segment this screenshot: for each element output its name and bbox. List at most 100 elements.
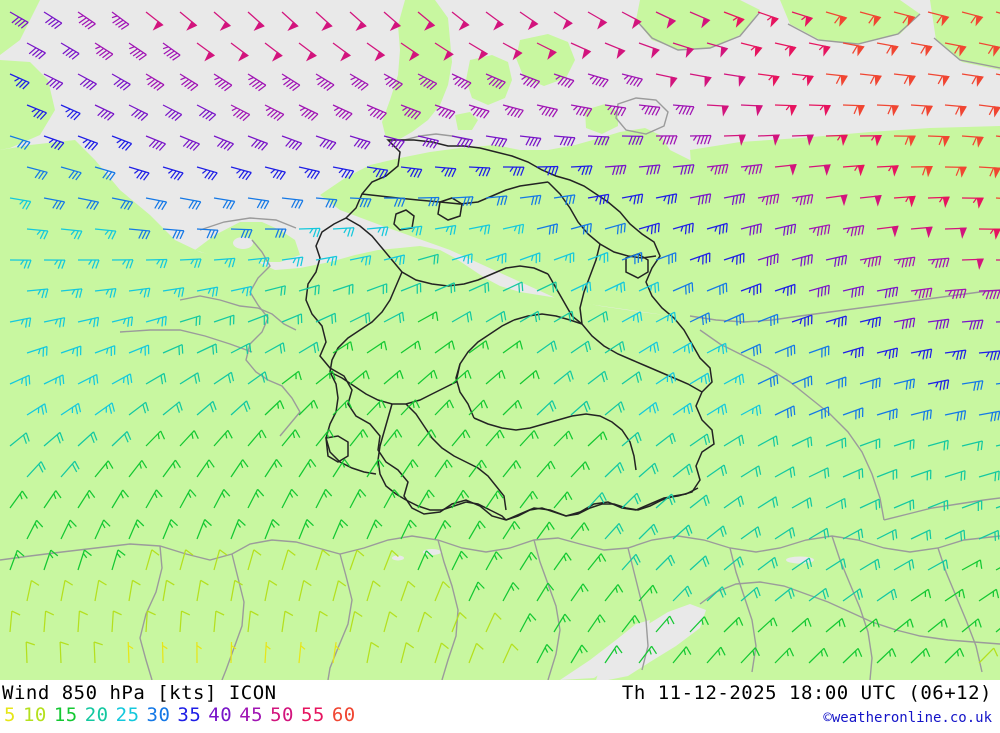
- wind-barb: [60, 402, 82, 416]
- wind-barb: [842, 285, 865, 298]
- wind-barb: [621, 251, 643, 265]
- wind-barb: [910, 104, 934, 117]
- wind-barb: [723, 312, 745, 326]
- wind-barb: [961, 11, 984, 27]
- wind-barb: [264, 285, 286, 296]
- wind-barb: [332, 283, 354, 295]
- wind-barb: [247, 610, 259, 633]
- wind-barb: [468, 281, 490, 293]
- wind-barb: [281, 610, 294, 633]
- wind-barb: [672, 104, 695, 116]
- wind-barb: [655, 554, 676, 571]
- wind-barb: [893, 256, 916, 268]
- wind-barb: [672, 164, 695, 175]
- wind-barb: [961, 500, 983, 511]
- wind-barb: [485, 310, 507, 323]
- wind-barb: [995, 382, 1000, 385]
- wind-barb: [468, 340, 490, 354]
- wind-barb: [196, 104, 217, 122]
- wind-barb: [315, 312, 337, 324]
- wind-barb: [876, 165, 899, 177]
- wind-barb: [400, 519, 417, 540]
- wind-barb: [706, 282, 728, 295]
- wind-barb: [604, 104, 627, 117]
- wind-barb: [451, 73, 472, 90]
- wind-barb: [944, 288, 967, 300]
- wind-barb: [587, 310, 609, 323]
- wind-barb: [672, 402, 694, 416]
- wind-barb: [400, 282, 422, 294]
- wind-barb: [808, 527, 830, 540]
- wind-barb: [502, 340, 524, 354]
- wind-barb: [264, 579, 278, 602]
- wind-barb: [451, 135, 474, 149]
- wind-barb: [196, 579, 209, 602]
- wind-barb: [978, 166, 1000, 179]
- wind-barb: [349, 370, 370, 385]
- wind-barb: [638, 584, 658, 602]
- wind-barb: [196, 343, 218, 355]
- wind-barb: [94, 166, 116, 181]
- wind-barb: [43, 73, 64, 90]
- wind-barb: [383, 429, 403, 447]
- wind-barb: [791, 436, 813, 448]
- wind-barb: [77, 549, 92, 571]
- wind-barb: [9, 11, 29, 29]
- wind-barb: [9, 259, 32, 269]
- wind-barb: [9, 73, 30, 90]
- map-canvas[interactable]: [0, 0, 1000, 680]
- wind-barb: [468, 166, 491, 177]
- wind-barb: [162, 344, 184, 356]
- wind-barb: [961, 559, 983, 571]
- wind-barb: [604, 42, 626, 59]
- wind-barb: [332, 519, 349, 540]
- wind-barb: [213, 488, 231, 509]
- wind-barb: [893, 618, 914, 633]
- wind-barb: [944, 42, 967, 57]
- wind-barb: [179, 430, 199, 447]
- wind-barb: [162, 104, 183, 122]
- wind-barb: [77, 135, 99, 151]
- wind-barb: [876, 528, 898, 541]
- wind-barb: [689, 616, 709, 633]
- wind-barb: [179, 197, 202, 210]
- wind-barb: [995, 505, 1000, 509]
- wind-barb: [553, 194, 576, 205]
- wind-barb: [757, 496, 779, 509]
- legend-entry-15: 15: [53, 704, 78, 726]
- wind-barb: [944, 588, 966, 602]
- wind-barb: [655, 252, 677, 265]
- wind-barb: [604, 645, 623, 664]
- wind-barb: [808, 647, 829, 664]
- wind-barb: [434, 104, 456, 120]
- wind-barb: [26, 288, 49, 299]
- wind-barb: [281, 197, 304, 209]
- wind-barb: [247, 488, 265, 509]
- wind-barb: [43, 374, 65, 386]
- wind-barb: [774, 466, 796, 478]
- wind-barb: [740, 465, 762, 478]
- wind-barb: [417, 196, 440, 207]
- wind-barb: [502, 166, 525, 176]
- wind-barb: [672, 282, 694, 295]
- wind-barb: [978, 470, 1000, 482]
- wind-barb: [876, 588, 898, 602]
- wind-barb: [706, 464, 728, 478]
- wind-barb: [553, 310, 575, 323]
- wind-barb: [485, 369, 506, 385]
- wind-barb: [247, 313, 269, 325]
- wind-barb: [77, 610, 88, 633]
- wind-barb: [26, 228, 49, 240]
- wind-barb: [808, 406, 830, 419]
- wind-barb: [876, 225, 899, 238]
- wind-barb: [944, 647, 965, 664]
- wind-barb: [825, 194, 848, 207]
- wind-barb: [468, 459, 487, 478]
- wind-barb: [723, 134, 746, 146]
- wind-barb: [349, 135, 371, 150]
- wind-barb: [230, 518, 246, 540]
- wind-barb: [417, 311, 439, 323]
- wind-barb: [944, 104, 967, 117]
- wind-barb: [570, 583, 589, 602]
- wind-barb: [723, 252, 745, 265]
